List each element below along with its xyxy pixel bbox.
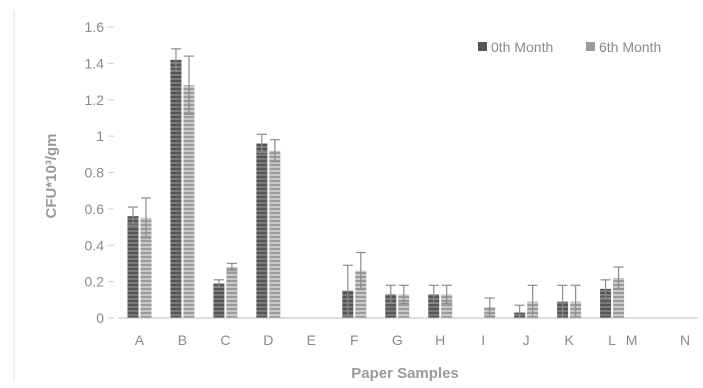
bar-month-0-H xyxy=(428,294,440,318)
error-bar-month-0-H xyxy=(428,284,439,305)
x-tick-label: H xyxy=(435,332,445,348)
x-tick-label: M xyxy=(626,332,638,348)
bar-month-0-A xyxy=(127,216,139,318)
x-tick-label: C xyxy=(220,332,230,348)
bar-month-6-L xyxy=(613,277,625,318)
legend: 0th Month 6th Month xyxy=(478,39,661,55)
legend-swatch-month-0 xyxy=(478,42,487,51)
x-tick-label: B xyxy=(178,332,187,348)
error-bar-month-6-C xyxy=(226,262,237,272)
y-axis-title: CFU*10³/gm xyxy=(43,133,60,218)
y-axis-ticks: 0 0.2 0.4 0.6 0.8 1 1.2 1.4 1.6 xyxy=(85,19,114,326)
error-bar-month-6-G xyxy=(398,284,409,305)
error-bar-month-0-G xyxy=(385,284,396,305)
x-tick-label: N xyxy=(680,332,690,348)
bar-month-0-B xyxy=(170,59,182,319)
x-tick-label: L xyxy=(608,332,616,348)
y-tick-label: 1.4 xyxy=(85,55,105,71)
y-tick-label: 1.6 xyxy=(85,19,105,35)
bars xyxy=(127,59,625,319)
x-tick-label: K xyxy=(564,332,574,348)
error-bar-month-6-B xyxy=(183,55,194,115)
bar-month-6-A xyxy=(140,217,152,318)
y-tick-label: 0.4 xyxy=(85,237,105,253)
bar-month-0-L xyxy=(600,288,612,318)
x-axis-title: Paper Samples xyxy=(351,365,459,382)
y-tick-label: 1.2 xyxy=(85,92,105,108)
legend-label-month-0: 0th Month xyxy=(491,39,553,55)
x-tick-label: D xyxy=(263,332,273,348)
error-bar-month-6-D xyxy=(269,139,280,163)
bar-month-6-H xyxy=(441,294,453,318)
bar-month-6-F xyxy=(355,270,367,318)
error-bar-month-6-F xyxy=(355,251,366,290)
x-tick-label: I xyxy=(481,332,485,348)
bar-month-0-G xyxy=(385,294,397,318)
bar-month-6-D xyxy=(269,150,281,318)
bar-month-6-G xyxy=(398,294,410,318)
error-bar-month-0-L xyxy=(600,279,611,299)
error-bars xyxy=(127,48,624,319)
error-bar-month-0-C xyxy=(213,279,224,288)
error-bar-month-0-B xyxy=(170,48,181,72)
error-bar-month-0-A xyxy=(127,206,138,226)
y-tick-label: 0.2 xyxy=(85,274,105,290)
bar-month-0-C xyxy=(213,283,225,318)
x-tick-label: F xyxy=(350,332,359,348)
x-tick-label: G xyxy=(392,332,403,348)
legend-label-month-6: 6th Month xyxy=(599,39,661,55)
error-bar-month-6-L xyxy=(613,266,624,290)
bar-month-6-C xyxy=(226,267,238,318)
x-tick-label: E xyxy=(307,332,316,348)
bar-month-6-B xyxy=(183,85,195,318)
legend-swatch-month-6 xyxy=(586,42,595,51)
error-bar-month-6-I xyxy=(484,297,495,317)
x-tick-label: A xyxy=(135,332,145,348)
bar-month-0-D xyxy=(256,143,268,318)
y-tick-label: 0 xyxy=(96,310,104,326)
y-tick-label: 0.6 xyxy=(85,201,105,217)
error-bar-month-0-F xyxy=(342,264,353,317)
error-bar-month-6-H xyxy=(441,284,452,305)
x-tick-label: J xyxy=(523,332,530,348)
y-tick-label: 1 xyxy=(96,128,104,144)
error-bar-month-6-A xyxy=(140,197,151,239)
error-bar-month-0-D xyxy=(256,133,267,154)
y-tick-label: 0.8 xyxy=(85,165,105,181)
